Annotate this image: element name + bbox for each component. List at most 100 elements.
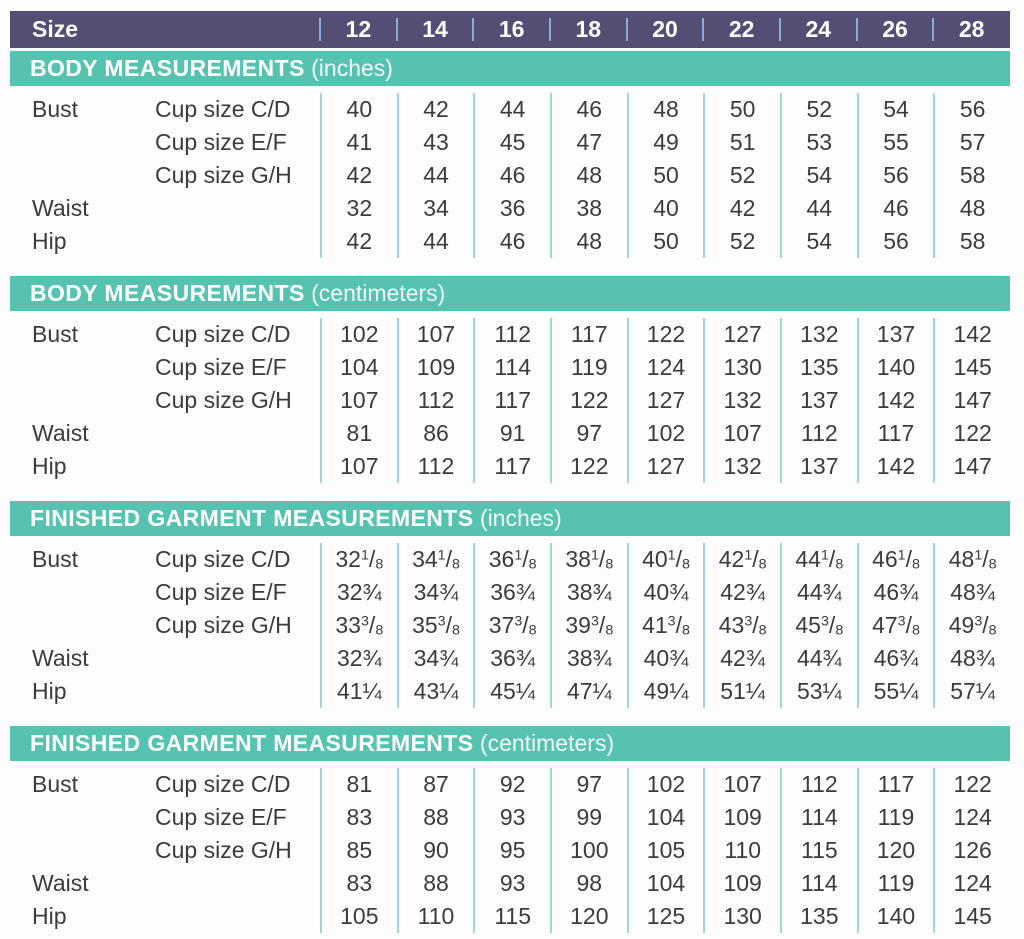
table-row: Bust Cup size C/D 81 87 92 97 102 107 112 117 122 [10, 768, 1010, 801]
row-label [10, 159, 155, 192]
row-label: Waist [32, 870, 89, 896]
cell-value: 44 [473, 93, 550, 126]
cell-value: 137 [779, 450, 857, 483]
cell-value: 40¾ [626, 642, 704, 675]
cell-value: 120 [549, 900, 627, 933]
cell-value: 130 [703, 900, 780, 933]
cell-value: 47 [549, 126, 627, 159]
cell-value: 53 [779, 126, 857, 159]
cell-value: 433/8 [703, 609, 780, 642]
cell-value: 92 [473, 768, 550, 801]
row-sublabel [155, 192, 320, 225]
cell-value: 83 [320, 867, 397, 900]
cell-value: 50 [626, 225, 704, 258]
cell-value: 36 [473, 192, 550, 225]
cell-value: 42 [703, 192, 780, 225]
cell-value: 421/8 [703, 543, 780, 576]
cell-value: 126 [933, 834, 1010, 867]
cell-value: 44 [396, 225, 474, 258]
cell-value: 46 [473, 159, 550, 192]
cell-value: 99 [549, 801, 627, 834]
cell-value: 110 [396, 900, 474, 933]
cell-value: 145 [933, 900, 1010, 933]
row-label [10, 609, 155, 642]
cell-value: 441/8 [779, 543, 857, 576]
row-label [10, 576, 155, 609]
cell-value: 36¾ [473, 576, 550, 609]
cell-value: 48 [549, 225, 627, 258]
size-col-14: 14 [395, 11, 474, 48]
section-unit: (inches) [479, 505, 562, 531]
cell-value: 107 [703, 768, 780, 801]
table-row: Waist 32 34 36 38 40 42 44 46 48 [10, 192, 1010, 225]
section-header-bar: FINISHED GARMENT MEASUREMENTS (inches) [10, 501, 1010, 536]
table-row: Waist 83 88 93 98 104 109 114 119 124 [10, 867, 1010, 900]
cell-value: 373/8 [473, 609, 550, 642]
cell-value: 54 [779, 225, 857, 258]
row-sublabel [155, 417, 320, 450]
row-sublabel: Cup size E/F [155, 579, 287, 605]
cell-value: 49 [626, 126, 704, 159]
cell-value: 51¼ [703, 675, 780, 708]
cell-value: 81 [320, 417, 397, 450]
cell-value: 117 [856, 768, 934, 801]
size-header-label: Size [32, 16, 79, 42]
cell-value: 119 [549, 351, 627, 384]
cell-value: 44¾ [779, 576, 857, 609]
cell-value: 51 [703, 126, 780, 159]
cell-value: 42 [320, 225, 397, 258]
row-label: Bust [32, 546, 79, 572]
table-row: Cup size E/F 83 88 93 99 104 109 114 119 124 [10, 801, 1010, 834]
size-col-22: 22 [702, 11, 780, 48]
table-row: Hip 105 110 115 120 125 130 135 140 145 [10, 900, 1010, 933]
table-row: Cup size G/H 333/8 353/8 373/8 393/8 413/8 433… [10, 609, 1010, 642]
row-sublabel: Cup size C/D [155, 771, 291, 797]
row-sublabel: Cup size E/F [155, 354, 287, 380]
section-header-bar: BODY MEASUREMENTS (inches) [10, 51, 1010, 86]
measurement-sections: BODY MEASUREMENTS (inches) Bust Cup size C… [10, 51, 1010, 933]
size-col-18: 18 [548, 11, 627, 48]
cell-value: 119 [856, 801, 934, 834]
cell-value: 44 [396, 159, 474, 192]
section-unit: (centimeters) [311, 280, 446, 306]
cell-value: 112 [779, 417, 857, 450]
size-header-row: Size 12 14 16 18 20 22 24 26 28 [10, 11, 1010, 48]
cell-value: 140 [856, 900, 934, 933]
section-body-measurements-inches-: BODY MEASUREMENTS (inches) Bust Cup size C… [10, 51, 1010, 258]
cell-value: 122 [549, 384, 627, 417]
cell-value: 124 [933, 801, 1010, 834]
cell-value: 142 [856, 450, 934, 483]
row-sublabel [155, 450, 320, 483]
row-label [10, 351, 155, 384]
cell-value: 46 [473, 225, 550, 258]
cell-value: 321/8 [320, 543, 397, 576]
row-sublabel: Cup size G/H [155, 612, 292, 638]
size-col-20: 20 [625, 11, 704, 48]
cell-value: 130 [703, 351, 780, 384]
table-row: Hip 41¼ 43¼ 45¼ 47¼ 49¼ 51¼ 53¼ 55¼ 57¼ [10, 675, 1010, 708]
cell-value: 117 [549, 318, 627, 351]
cell-value: 117 [856, 417, 934, 450]
cell-value: 105 [626, 834, 704, 867]
cell-value: 109 [396, 351, 474, 384]
cell-value: 88 [396, 867, 474, 900]
cell-value: 117 [473, 450, 550, 483]
cell-value: 34 [396, 192, 474, 225]
row-sublabel: Cup size E/F [155, 129, 287, 155]
cell-value: 48¾ [933, 576, 1010, 609]
cell-value: 86 [396, 417, 474, 450]
cell-value: 127 [703, 318, 780, 351]
table-row: Waist 81 86 91 97 102 107 112 117 122 [10, 417, 1010, 450]
cell-value: 46¾ [856, 642, 934, 675]
cell-value: 56 [933, 93, 1010, 126]
cell-value: 112 [779, 768, 857, 801]
row-label [10, 384, 155, 417]
cell-value: 46 [856, 192, 934, 225]
row-label [10, 801, 155, 834]
cell-value: 57 [933, 126, 1010, 159]
cell-value: 137 [856, 318, 934, 351]
cell-value: 107 [320, 384, 397, 417]
cell-value: 85 [320, 834, 397, 867]
size-col-28: 28 [932, 11, 1010, 48]
cell-value: 54 [856, 93, 934, 126]
